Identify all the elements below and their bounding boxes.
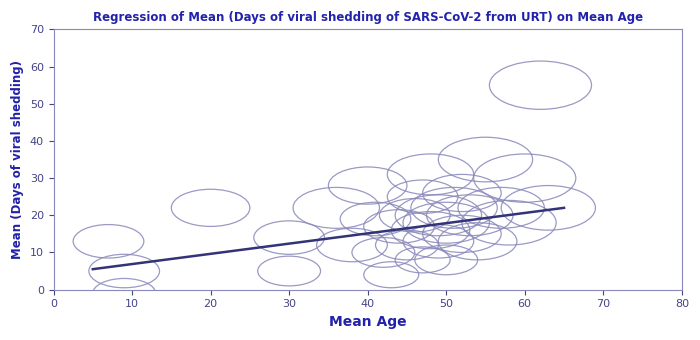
- Title: Regression of Mean (Days of viral shedding of SARS-CoV-2 from URT) on Mean Age: Regression of Mean (Days of viral sheddi…: [92, 11, 643, 24]
- Y-axis label: Mean (Days of viral shedding): Mean (Days of viral shedding): [11, 60, 24, 259]
- X-axis label: Mean Age: Mean Age: [329, 315, 407, 329]
